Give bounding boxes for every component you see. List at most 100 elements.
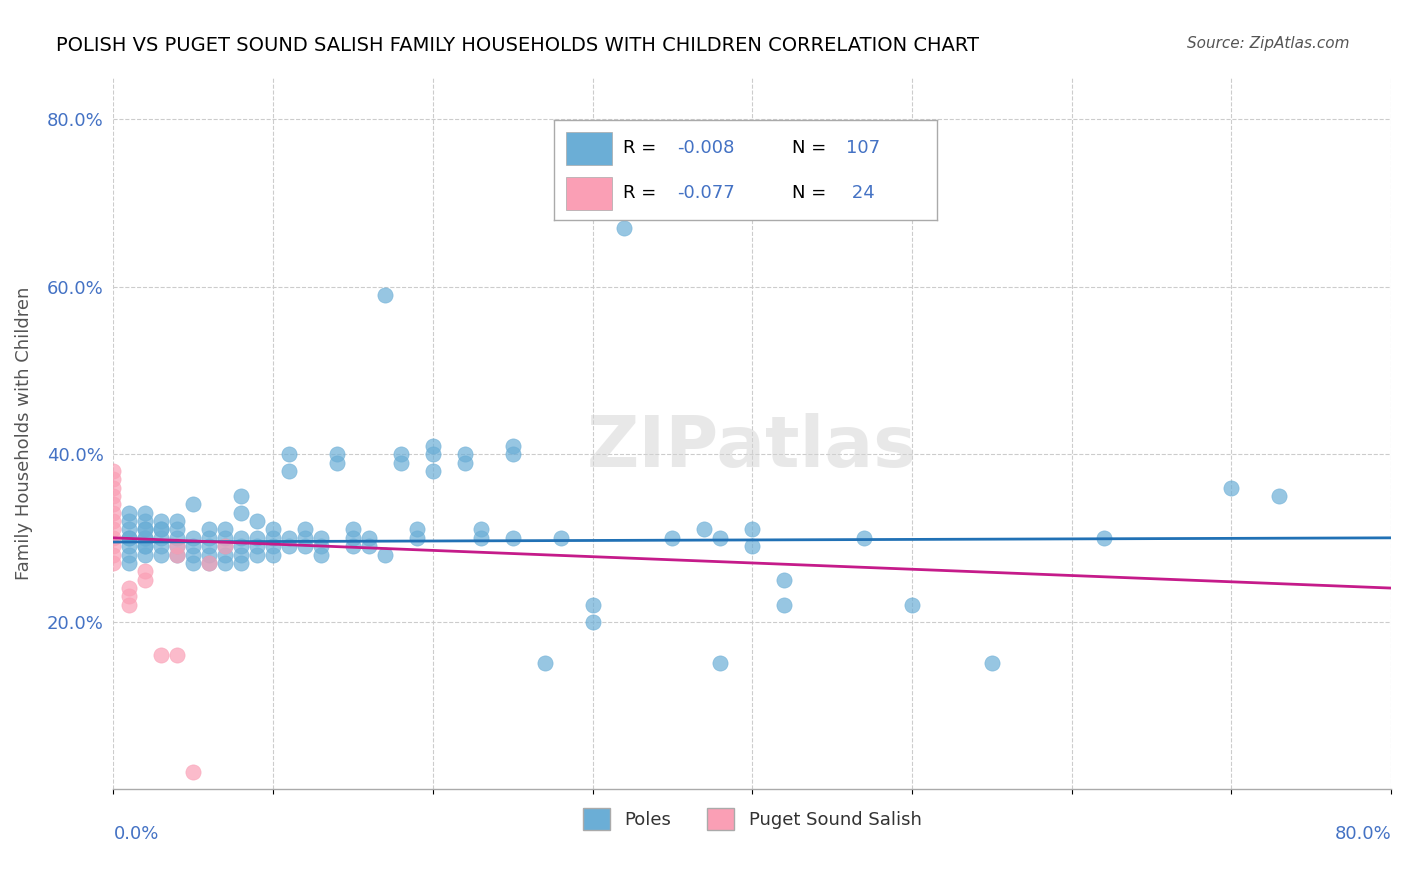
Point xyxy=(198,539,221,553)
Point xyxy=(470,531,492,545)
Point xyxy=(198,556,221,570)
Point xyxy=(134,523,156,537)
Point xyxy=(150,648,173,662)
Point xyxy=(422,464,444,478)
Point xyxy=(214,531,236,545)
Point xyxy=(166,514,188,528)
Point xyxy=(294,531,316,545)
Point xyxy=(118,523,141,537)
Point xyxy=(166,648,188,662)
Point xyxy=(134,565,156,579)
Point xyxy=(342,531,364,545)
Point xyxy=(661,531,683,545)
Point xyxy=(581,598,603,612)
Point xyxy=(613,221,636,235)
Point xyxy=(741,523,763,537)
Point xyxy=(134,514,156,528)
Point xyxy=(246,531,269,545)
Point xyxy=(470,523,492,537)
Point xyxy=(231,531,253,545)
Legend: Poles, Puget Sound Salish: Poles, Puget Sound Salish xyxy=(575,800,929,837)
Text: POLISH VS PUGET SOUND SALISH FAMILY HOUSEHOLDS WITH CHILDREN CORRELATION CHART: POLISH VS PUGET SOUND SALISH FAMILY HOUS… xyxy=(56,36,979,54)
Point xyxy=(278,539,301,553)
Point xyxy=(134,506,156,520)
Point xyxy=(103,506,125,520)
Point xyxy=(231,548,253,562)
Y-axis label: Family Households with Children: Family Households with Children xyxy=(15,286,32,580)
Point xyxy=(231,489,253,503)
Point xyxy=(262,531,284,545)
Point xyxy=(214,548,236,562)
Point xyxy=(773,598,796,612)
Point xyxy=(581,615,603,629)
Point xyxy=(103,481,125,495)
Point xyxy=(406,531,429,545)
Point xyxy=(166,531,188,545)
Point xyxy=(309,531,332,545)
Point xyxy=(166,539,188,553)
Point xyxy=(134,531,156,545)
Point xyxy=(118,556,141,570)
Point xyxy=(150,531,173,545)
Point xyxy=(134,523,156,537)
Point xyxy=(533,657,555,671)
Text: 0.0%: 0.0% xyxy=(114,824,159,843)
Point xyxy=(103,514,125,528)
Point xyxy=(278,531,301,545)
Point xyxy=(134,531,156,545)
Point xyxy=(166,548,188,562)
Point xyxy=(134,539,156,553)
Point xyxy=(103,497,125,511)
Point xyxy=(118,506,141,520)
Point xyxy=(118,514,141,528)
Point xyxy=(693,523,716,537)
Point xyxy=(183,765,205,780)
Point xyxy=(198,548,221,562)
Point xyxy=(231,556,253,570)
Point xyxy=(214,539,236,553)
Point xyxy=(246,548,269,562)
Point xyxy=(422,439,444,453)
Point xyxy=(103,523,125,537)
Point xyxy=(134,573,156,587)
Point xyxy=(231,506,253,520)
Text: Source: ZipAtlas.com: Source: ZipAtlas.com xyxy=(1187,36,1350,51)
Point xyxy=(103,556,125,570)
Point xyxy=(502,531,524,545)
Point xyxy=(150,523,173,537)
Point xyxy=(150,514,173,528)
Point xyxy=(1220,481,1243,495)
Point xyxy=(214,556,236,570)
Point xyxy=(709,531,731,545)
Point xyxy=(741,539,763,553)
Point xyxy=(183,539,205,553)
Point xyxy=(374,548,396,562)
Point xyxy=(166,523,188,537)
Point xyxy=(103,472,125,486)
Point xyxy=(980,657,1002,671)
Point xyxy=(198,523,221,537)
Point xyxy=(502,447,524,461)
Point xyxy=(118,548,141,562)
Point xyxy=(150,548,173,562)
Point xyxy=(326,447,349,461)
Point xyxy=(901,598,924,612)
Point xyxy=(166,548,188,562)
Text: ZIPatlas: ZIPatlas xyxy=(588,413,917,482)
Point xyxy=(342,523,364,537)
Point xyxy=(118,590,141,604)
Point xyxy=(103,489,125,503)
Point xyxy=(103,548,125,562)
Point xyxy=(183,497,205,511)
Point xyxy=(118,531,141,545)
Point xyxy=(454,456,477,470)
Point xyxy=(214,539,236,553)
Point xyxy=(198,556,221,570)
Point xyxy=(198,531,221,545)
Point xyxy=(406,523,429,537)
Point xyxy=(246,514,269,528)
Point xyxy=(550,531,572,545)
Point xyxy=(389,456,412,470)
Point xyxy=(134,539,156,553)
Point xyxy=(231,539,253,553)
